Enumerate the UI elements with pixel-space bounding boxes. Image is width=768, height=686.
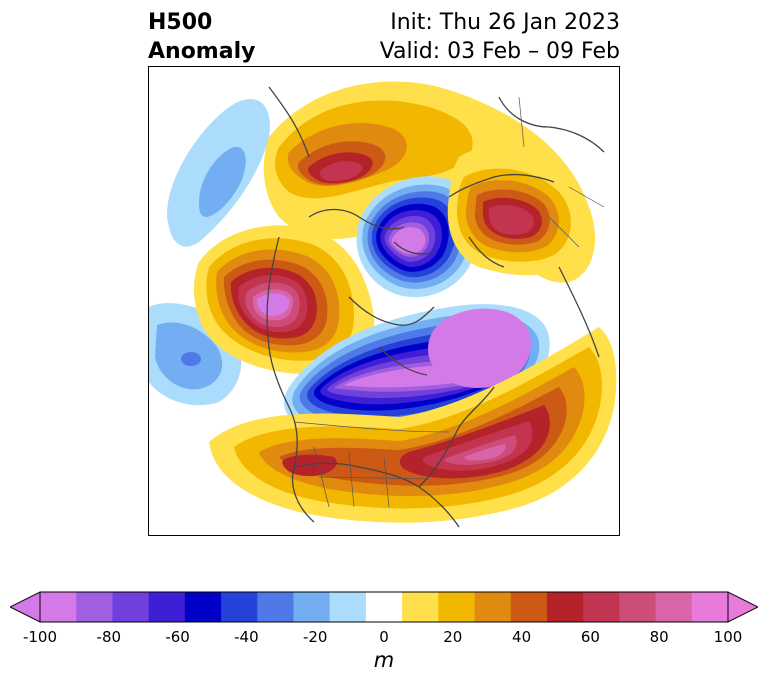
colorbar-segment	[619, 592, 657, 622]
colorbar-segment	[546, 592, 584, 622]
colorbar-segment	[438, 592, 476, 622]
coastlines	[266, 86, 605, 528]
colorbar-unit-label: m	[373, 648, 395, 672]
colorbar-tick-label: 20	[443, 628, 463, 646]
colorbar-extend-under	[10, 591, 41, 623]
colorbar-segment	[474, 592, 512, 622]
colorbar-segment	[40, 592, 77, 622]
title-variable: H500	[148, 10, 213, 35]
colorbar-tick-label: -100	[22, 628, 58, 646]
colorbar-segment	[148, 592, 186, 622]
colorbar-segment	[583, 592, 620, 622]
colorbar-tick-label: 80	[649, 628, 669, 646]
colorbar-segment	[293, 592, 331, 622]
anomaly-map	[149, 81, 617, 528]
map-panel	[148, 66, 620, 536]
colorbar-tick-label: 60	[580, 628, 600, 646]
positive-anomaly-northern-europe	[447, 147, 592, 276]
positive-anomaly-western-canada	[194, 225, 375, 374]
colorbar-tick-label: 40	[512, 628, 532, 646]
colorbar-segment	[112, 592, 150, 622]
negative-anomaly-kamchatka	[167, 98, 270, 247]
title-field-type: Anomaly	[148, 39, 256, 64]
colorbar-tick-label: -40	[234, 628, 259, 646]
init-time: Init: Thu 26 Jan 2023	[390, 10, 620, 35]
political-borders	[293, 96, 605, 508]
colorbar-tick-label: -20	[302, 628, 328, 646]
colorbar-segment	[365, 592, 403, 622]
colorbar-segment	[655, 592, 693, 622]
colorbar-segment	[257, 592, 294, 622]
colorbar-tick-label: 100	[713, 628, 743, 646]
colorbar-segment	[329, 592, 367, 622]
colorbar	[10, 591, 758, 623]
negative-anomaly-arctic	[356, 176, 478, 298]
colorbar-segment	[221, 592, 258, 622]
colorbar-segment	[510, 592, 548, 622]
title-left: H500 Anomaly	[148, 8, 255, 66]
colorbar-outline	[39, 591, 729, 623]
colorbar-segment	[691, 592, 729, 622]
colorbar-segment	[76, 592, 113, 622]
title-right: Init: Thu 26 Jan 2023 Valid: 03 Feb – 09…	[380, 8, 620, 66]
colorbar-tick-label: 0	[379, 628, 389, 646]
colorbar-extend-over	[727, 591, 758, 623]
colorbar-segment	[402, 592, 439, 622]
colorbar-tick-label: -60	[165, 628, 190, 646]
colorbar-segment	[184, 592, 222, 622]
valid-time: Valid: 03 Feb – 09 Feb	[379, 39, 620, 64]
colorbar-tick-label: -80	[96, 628, 122, 646]
